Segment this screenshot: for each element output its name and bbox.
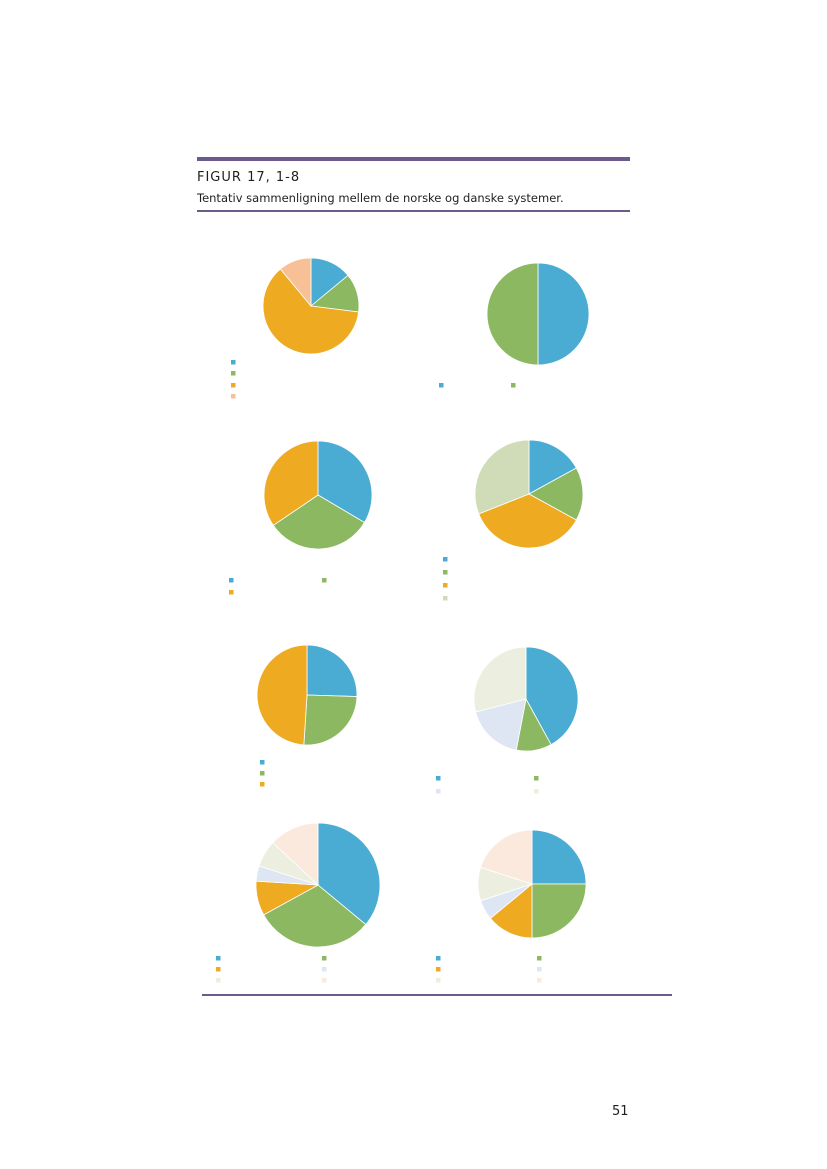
pie-1-slice-4: [279, 257, 312, 308]
pie-8-legend-swatch-4: [537, 967, 542, 972]
pie-7-legend-swatch-6: [322, 978, 327, 983]
pie-5-legend-swatch-2: [260, 771, 265, 776]
pie-6-slice-3: [475, 698, 527, 751]
pie-3-slice-1: [317, 440, 373, 524]
pie-8-slice-1: [531, 829, 587, 885]
pie-chart-1: [231, 257, 360, 399]
pie-8-legend-swatch-1: [436, 956, 441, 961]
pie-7-legend-swatch-1: [216, 956, 221, 961]
pie-8-slice-6: [480, 829, 533, 885]
pie-1-legend-swatch-2: [231, 371, 236, 376]
pie-3-legend-swatch-2: [322, 578, 327, 583]
pie-2-legend-swatch-1: [439, 383, 444, 388]
pie-7-slice-2: [263, 884, 367, 948]
figure-label: FIGUR 17, 1-8: [197, 170, 301, 185]
pie-6-legend-swatch-2: [534, 776, 539, 781]
pie-chart-3: [229, 440, 373, 595]
pie-4-slice-3: [478, 493, 577, 549]
pie-4-legend-swatch-4: [443, 596, 448, 601]
pie-6-slice-1: [525, 646, 579, 746]
pie-5-slice-1: [306, 644, 358, 697]
pie-chart-5: [256, 644, 358, 787]
pie-8-legend-swatch-3: [436, 967, 441, 972]
pie-4-legend-swatch-3: [443, 583, 448, 588]
pie-3-slice-2: [272, 494, 366, 550]
figure-title-rule: [197, 210, 630, 212]
pie-1-legend-swatch-3: [231, 383, 236, 388]
pie-7-legend-swatch-3: [216, 967, 221, 972]
pie-chart-6: [436, 646, 579, 794]
pie-6-slice-4: [473, 646, 527, 713]
pie-5-legend-swatch-1: [260, 760, 265, 765]
page-number: 51: [612, 1104, 629, 1119]
pie-8-legend-swatch-6: [537, 978, 542, 983]
pie-2-legend-swatch-2: [511, 383, 516, 388]
pie-chart-2: [439, 262, 590, 388]
pie-8-legend-swatch-5: [436, 978, 441, 983]
pie-chart-7: [216, 822, 381, 983]
figure-bottom-rule: [202, 994, 672, 996]
pie-5-slice-2: [303, 694, 358, 746]
pie-4-slice-2: [528, 467, 584, 521]
pie-6-legend-swatch-1: [436, 776, 441, 781]
pie-8-slice-2: [531, 883, 587, 939]
pie-7-legend-swatch-2: [322, 956, 327, 961]
pie-7-legend-swatch-4: [322, 967, 327, 972]
pie-7-slice-1: [317, 822, 381, 926]
pie-3-legend-swatch-1: [229, 578, 234, 583]
figure-title: Tentativ sammenligning mellem de norske …: [197, 191, 564, 205]
pie-2-slice-2: [486, 262, 539, 366]
pie-5-slice-3: [256, 644, 308, 746]
pie-6-legend-swatch-3: [436, 789, 441, 794]
figure-top-rule: [197, 157, 630, 161]
pie-1-slice-3: [262, 268, 360, 355]
pie-1-legend-swatch-1: [231, 360, 236, 365]
pie-6-legend-swatch-4: [534, 789, 539, 794]
pie-4-legend-swatch-1: [443, 557, 448, 562]
pie-3-slice-3: [263, 440, 319, 526]
pie-3-legend-swatch-3: [229, 590, 234, 595]
pie-4-slice-1: [528, 439, 577, 495]
pie-1-legend-swatch-4: [231, 394, 236, 399]
pie-8-legend-swatch-2: [537, 956, 542, 961]
pie-2-slice-1: [537, 262, 590, 366]
pie-4-slice-4: [474, 439, 530, 515]
pie-chart-4: [443, 439, 584, 601]
pie-5-legend-swatch-3: [260, 782, 265, 787]
pie-4-legend-swatch-2: [443, 570, 448, 575]
pie-chart-8: [436, 829, 587, 983]
pie-7-legend-swatch-5: [216, 978, 221, 983]
pie-7-slice-6: [272, 822, 319, 886]
